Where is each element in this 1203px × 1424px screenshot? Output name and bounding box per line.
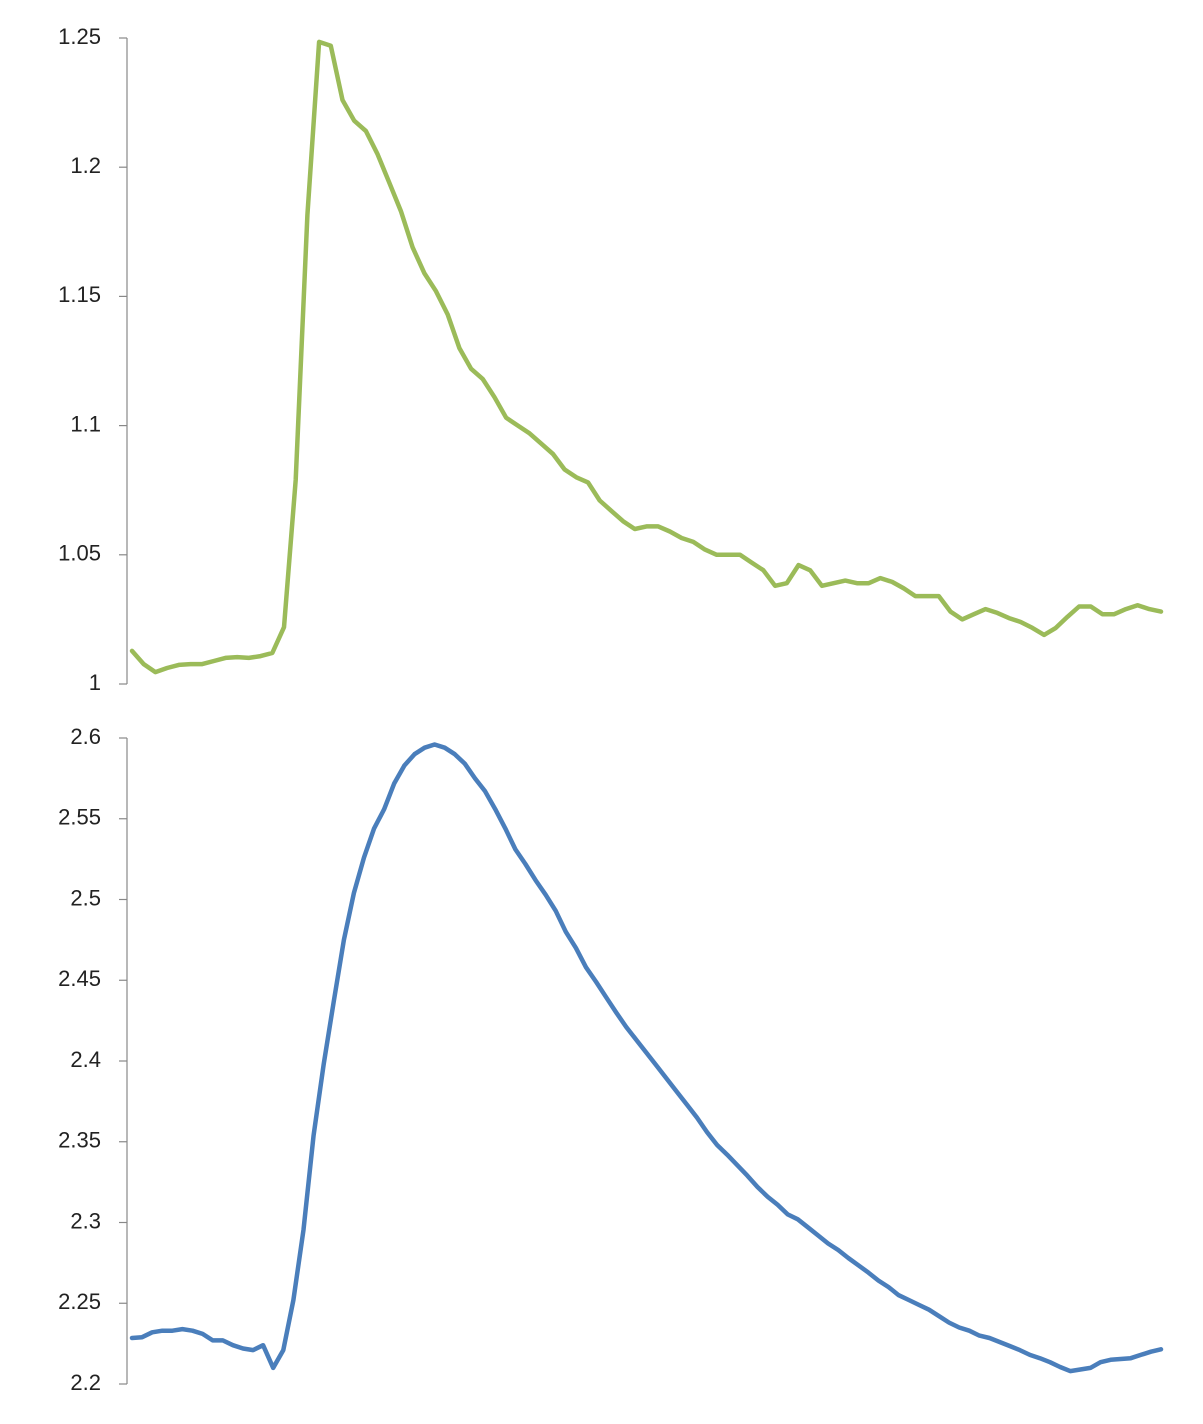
- y-tick-label: 2.45: [58, 966, 101, 991]
- data-line: [129, 742, 1164, 1374]
- y-tick-label: 2.35: [58, 1128, 101, 1153]
- y-tick-label: 2.6: [70, 724, 101, 749]
- y-tick-label: 2.5: [70, 885, 101, 910]
- data-line: [129, 39, 1164, 675]
- y-tick-label: 1: [89, 670, 101, 695]
- y-tick-label: 1.05: [58, 541, 101, 566]
- y-tick-label: 2.4: [70, 1047, 101, 1072]
- y-tick-label: 2.2: [70, 1370, 101, 1395]
- y-tick-label: 1.25: [58, 24, 101, 49]
- y-tick-label: 1.1: [70, 411, 101, 436]
- y-tick-label: 2.3: [70, 1208, 101, 1233]
- y-tick-label: 2.25: [58, 1289, 101, 1314]
- y-tick-label: 1.15: [58, 282, 101, 307]
- y-tick-label: 2.55: [58, 805, 101, 830]
- y-tick-label: 1.2: [70, 153, 101, 178]
